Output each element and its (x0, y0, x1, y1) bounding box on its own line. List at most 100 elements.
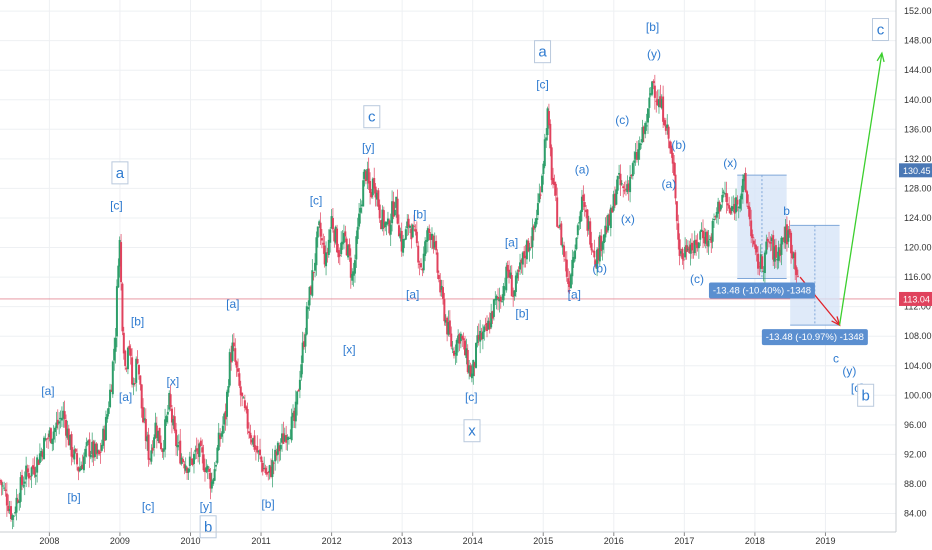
candle-body (399, 233, 402, 239)
candle-body (689, 244, 692, 254)
x-tick-label: 2016 (604, 536, 624, 546)
measure-1-tag (708, 282, 815, 299)
candle-body (40, 450, 43, 457)
x-tick-label: 2008 (39, 536, 59, 546)
candle-body (703, 236, 706, 244)
candle-body (188, 456, 191, 467)
wave-label: (b) (592, 261, 607, 275)
candle-body (315, 237, 318, 266)
candle-body (795, 267, 798, 276)
previous-price-tag: 130.45 (903, 166, 931, 176)
candle-body (232, 342, 235, 347)
candle-body (353, 260, 356, 274)
candle-body (192, 453, 195, 465)
candle-body (691, 242, 694, 251)
candle-body (440, 285, 443, 290)
candle-body (316, 226, 319, 238)
candle-body (635, 152, 638, 160)
candle-body (594, 260, 597, 267)
candle-body (725, 192, 728, 202)
candle-body (70, 434, 73, 457)
candle-body (172, 419, 175, 426)
candle-body (403, 239, 406, 241)
candle-body (92, 441, 95, 458)
candle-body (457, 335, 460, 343)
candle-body (711, 221, 714, 242)
candle-body (612, 194, 615, 211)
candle-body (554, 183, 557, 196)
candle-body (598, 235, 601, 262)
candle-body (54, 427, 57, 433)
candle-body (349, 257, 352, 278)
candle-body (557, 226, 560, 229)
candle-body (459, 333, 462, 342)
candle-body (761, 256, 764, 269)
wave-label: [x] (167, 374, 180, 388)
wave-label: [c] (310, 193, 323, 207)
candle-body (787, 230, 790, 242)
candle-body (293, 410, 296, 421)
candle-body (741, 179, 744, 193)
candle-body (296, 391, 299, 405)
candle-body (237, 368, 240, 372)
candle-body (259, 449, 262, 456)
wave-label: [x] (343, 343, 356, 357)
candle-body (728, 205, 731, 209)
candle-body (486, 322, 489, 331)
previous-price-tag-bg (899, 163, 932, 178)
candle-body (626, 184, 629, 192)
candle-body (150, 450, 153, 462)
candle-body (393, 209, 396, 216)
y-tick-label: 120.00 (904, 243, 932, 253)
measure-ranges (737, 174, 840, 326)
candle-body (158, 427, 161, 444)
candle-body (137, 364, 140, 375)
candle-body (220, 433, 223, 437)
candle-body (436, 252, 439, 273)
measure-1-label: -13.48 (-10.40%) -1348 (713, 286, 811, 297)
candle-body (380, 220, 383, 230)
candle-body (81, 464, 84, 469)
candle-body (177, 442, 180, 444)
candle-body (265, 472, 268, 475)
measure-2-tag (761, 329, 868, 346)
candle-body (169, 394, 172, 408)
candle-body (194, 449, 197, 452)
candle-body (29, 475, 32, 477)
wave-label: [b] (413, 207, 426, 221)
candle-body (699, 231, 702, 240)
candle-body (637, 149, 640, 160)
candle-body (483, 326, 486, 333)
candle-body (620, 183, 623, 185)
candle-body (27, 473, 30, 479)
candle-body (5, 493, 8, 506)
candle-body (294, 401, 297, 422)
candle-body (707, 240, 710, 247)
candle-body (777, 247, 780, 261)
candle-body (221, 425, 224, 434)
candle-body (586, 209, 589, 231)
candle-body (671, 153, 674, 164)
candle-body (162, 448, 165, 452)
candle-body (99, 451, 102, 454)
candle-body (766, 238, 769, 242)
candle-body (103, 429, 106, 441)
candle-body (402, 238, 405, 253)
candle-body (367, 168, 370, 184)
candle-body (593, 250, 596, 258)
candle-body (286, 436, 289, 440)
candle-body (48, 430, 51, 438)
candle-body (608, 214, 611, 226)
candle-body (184, 465, 187, 471)
candle-body (667, 126, 670, 139)
candle-body (747, 205, 750, 209)
candle-body (417, 245, 420, 263)
candle-body (772, 235, 775, 260)
candle-body (527, 240, 530, 252)
candle-body (444, 319, 447, 323)
candle-body (67, 428, 70, 446)
candle-body (147, 434, 150, 460)
wave-label: (y) (842, 364, 856, 378)
candle-body (340, 242, 343, 255)
